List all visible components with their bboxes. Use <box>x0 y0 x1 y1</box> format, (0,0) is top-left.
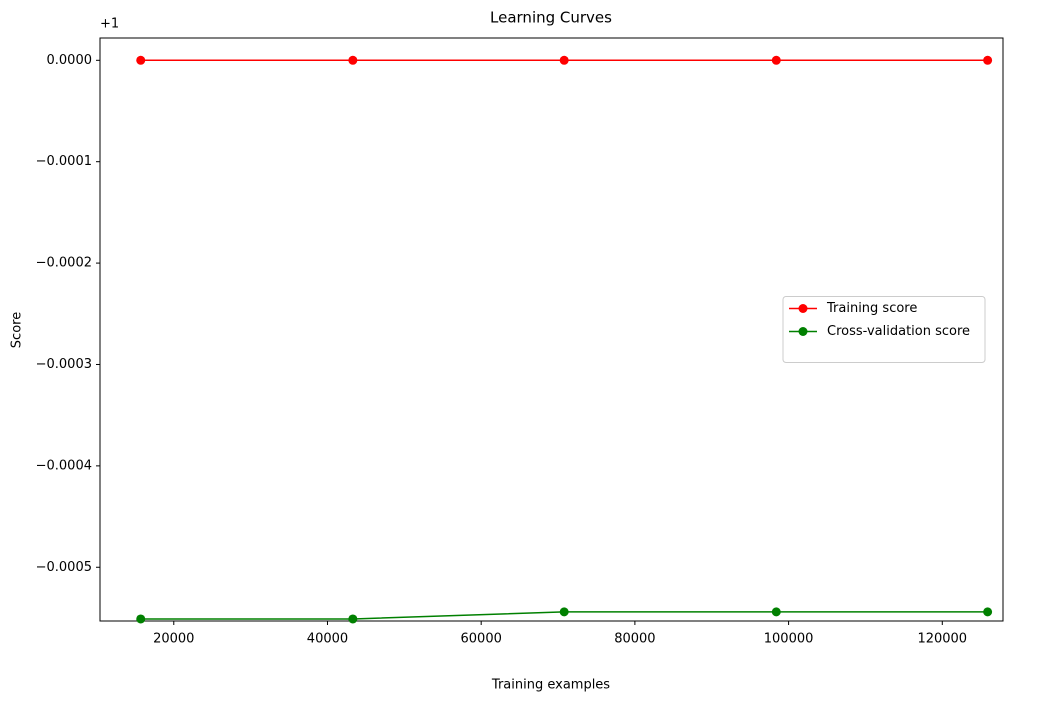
point <box>348 614 358 624</box>
chart-title: Learning Curves <box>490 9 612 27</box>
y-tick-label: −0.0004 <box>36 458 92 473</box>
legend-box <box>782 296 986 363</box>
x-axis-label: Training examples <box>491 678 610 693</box>
legend-marker <box>798 304 808 313</box>
x-tick-label: 20000 <box>153 632 194 647</box>
x-tick-label: 60000 <box>461 632 502 647</box>
y-tick-label: −0.0001 <box>36 154 92 169</box>
point <box>559 607 569 617</box>
point <box>136 614 146 624</box>
y-tick-label: 0.0000 <box>47 53 93 68</box>
point <box>348 55 358 65</box>
point <box>983 607 993 617</box>
y-tick-label: −0.0005 <box>36 560 92 575</box>
y-tick-label: −0.0002 <box>36 256 92 271</box>
point <box>983 55 993 65</box>
legend-marker <box>798 327 808 336</box>
legend-label: Training score <box>826 301 917 316</box>
y-axis-label: Score <box>10 312 25 348</box>
x-tick-label: 40000 <box>307 632 348 647</box>
y-offset-text: +1 <box>100 17 119 32</box>
point <box>771 55 781 65</box>
point <box>559 55 569 65</box>
x-tick-label: 120000 <box>917 632 967 647</box>
point <box>771 607 781 617</box>
x-tick-label: 80000 <box>614 632 655 647</box>
x-tick-label: 100000 <box>764 632 814 647</box>
plot-frame <box>99 37 1004 622</box>
legend-label: Cross-validation score <box>827 324 970 339</box>
point <box>136 55 146 65</box>
y-tick-label: −0.0003 <box>36 357 92 372</box>
